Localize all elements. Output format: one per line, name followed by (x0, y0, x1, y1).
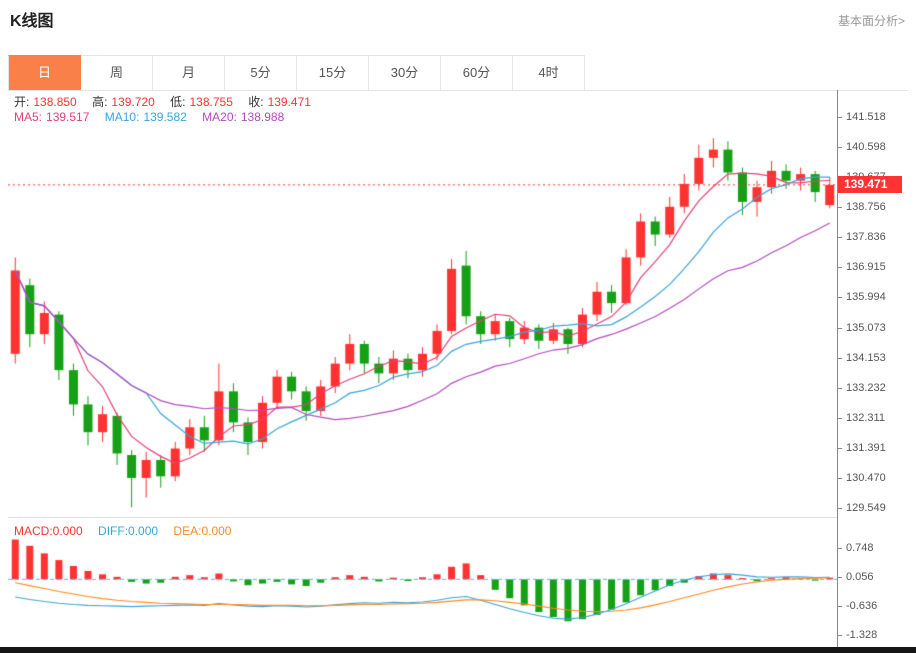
macd-y-axis: 0.748 0.056 -0.636 -1.328 (837, 518, 916, 648)
tab-周[interactable]: 周 (81, 55, 153, 90)
close-label: 收: (248, 95, 264, 109)
axis-tick (837, 297, 842, 299)
ma10-value: 139.582 (143, 110, 187, 124)
ma5-label: MA5: (14, 110, 43, 124)
ma10-label: MA10: (104, 110, 140, 124)
axis-tick (837, 387, 842, 389)
axis-tick (837, 327, 842, 329)
tab-4时[interactable]: 4时 (513, 55, 585, 90)
tab-30分[interactable]: 30分 (369, 55, 441, 90)
y-axis-label: 135.994 (846, 291, 886, 304)
ma20-value: 138.988 (240, 110, 285, 124)
macd-info: MACD:0.000 DIFF:0.000 DEA:0.000 (14, 524, 243, 538)
axis-tick (837, 117, 842, 118)
close-value: 139.471 (267, 95, 311, 109)
axis-tick (837, 606, 842, 607)
y-axis-label: 0.056 (846, 571, 874, 583)
axis-tick (837, 477, 842, 479)
bottom-bar (0, 647, 916, 653)
panel-divider (8, 517, 837, 518)
y-axis-label: 141.518 (846, 111, 886, 123)
open-value: 138.850 (33, 95, 77, 109)
macd-label: MACD: (14, 524, 53, 538)
tab-日[interactable]: 日 (8, 55, 81, 90)
candlestick-chart-canvas[interactable] (8, 91, 837, 518)
tab-60分[interactable]: 60分 (441, 55, 513, 90)
y-axis-line (837, 90, 838, 647)
tab-月[interactable]: 月 (153, 55, 225, 90)
low-value: 138.755 (189, 95, 233, 109)
diff-label: DIFF: (98, 524, 129, 538)
y-axis-label: 133.232 (846, 381, 886, 394)
y-axis-label: 130.470 (846, 471, 886, 484)
axis-tick (837, 147, 842, 149)
y-axis-label: 134.153 (846, 351, 886, 364)
y-axis-label: -0.636 (846, 600, 878, 612)
axis-tick (837, 237, 842, 239)
y-axis-label: 138.756 (846, 201, 886, 214)
timeframe-tabs: 日周月 5分 15分 30分 60分 4时 (8, 55, 908, 91)
ma5-value: 139.517 (46, 110, 90, 124)
axis-tick (837, 548, 842, 549)
axis-tick (837, 577, 842, 578)
tab-5分[interactable]: 5分 (225, 55, 297, 90)
y-axis-label: 135.073 (846, 321, 886, 334)
macd-chart-canvas[interactable] (8, 518, 837, 647)
axis-tick (837, 357, 842, 359)
main-y-axis: 141.518140.598139.677138.756137.836136.9… (837, 90, 916, 518)
high-value: 139.720 (111, 95, 155, 109)
y-axis-label: 129.549 (846, 502, 886, 514)
y-axis-label: -1.328 (846, 629, 878, 641)
y-axis-label: 137.836 (846, 231, 886, 244)
open-label: 开: (14, 95, 30, 109)
ma-info: MA5: 139.517 MA10: 139.582 MA20: 138.988 (14, 110, 296, 124)
axis-tick (837, 207, 842, 209)
y-axis-label: 140.598 (846, 141, 886, 154)
axis-tick (837, 417, 842, 419)
y-axis-label: 131.391 (846, 441, 886, 454)
current-price-badge: 139.471 (838, 175, 902, 193)
axis-tick (837, 508, 842, 509)
dea-value: 0.000 (201, 524, 232, 538)
y-axis-label: 0.748 (846, 542, 874, 554)
macd-value: 0.000 (52, 524, 83, 538)
axis-tick (837, 635, 842, 636)
tab-15分[interactable]: 15分 (297, 55, 369, 90)
low-label: 低: (170, 95, 186, 109)
page-title: K线图 (10, 13, 54, 30)
y-axis-label: 132.311 (846, 411, 885, 424)
ohlc-info: 开: 138.850 高: 139.720 低: 138.755 收: 139.471 (14, 93, 323, 110)
fundamental-analysis-link[interactable]: 基本面分析> (838, 14, 906, 28)
axis-tick (837, 447, 842, 449)
axis-tick (837, 267, 842, 269)
dea-label: DEA: (173, 524, 202, 538)
high-label: 高: (92, 95, 108, 109)
diff-value: 0.000 (128, 524, 159, 538)
ma20-label: MA20: (202, 110, 237, 124)
y-axis-label: 136.915 (846, 261, 886, 274)
